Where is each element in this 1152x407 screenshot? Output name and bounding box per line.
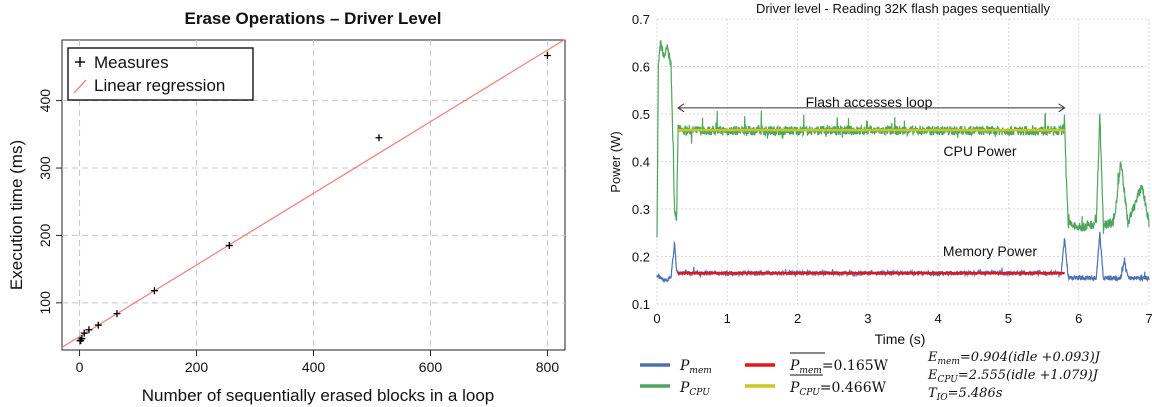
erase-chart: Erase Operations – Driver Level 0 200 400 6…: [7, 9, 566, 405]
erase-x-tick-label-400: 400: [302, 359, 326, 375]
legend-mean-cpu: PCPU=0.466W: [789, 380, 887, 398]
erase-legend-measures: Measures: [94, 53, 169, 72]
power-y-tick-label-0.6: 0.6: [632, 60, 650, 75]
power-x-tick-label-7: 7: [1145, 311, 1152, 326]
regression-line: [61, 38, 566, 348]
power-x-tick-label-0: 0: [653, 311, 660, 326]
loop-arrow-left-icon: [677, 103, 685, 113]
legend-e-mem: Emem=0.904(idle +0.093)J: [927, 350, 1101, 367]
erase-y-tick-label-300: 300: [37, 156, 53, 180]
erase-x-tick-label-200: 200: [185, 359, 209, 375]
measure-point: [150, 287, 158, 295]
measure-point: [375, 134, 383, 142]
erase-ticks: 0 200 400 600 800 100 200 300 400: [37, 89, 559, 375]
power-x-tick-label-5: 5: [1005, 311, 1012, 326]
power-y-axis-label: Power (W): [608, 131, 623, 192]
power-x-tick-label-1: 1: [724, 311, 731, 326]
power-annotations: Flash accesses loop CPU Power Memory Pow…: [677, 94, 1066, 259]
erase-y-tick-label-100: 100: [37, 291, 53, 315]
power-series: [656, 40, 1150, 283]
erase-legend-box: [67, 47, 254, 101]
measure-point: [543, 52, 551, 59]
power-x-tick-label-4: 4: [935, 311, 942, 326]
erase-legend: Measures Linear regression: [67, 47, 254, 101]
erase-x-tick-label-600: 600: [419, 359, 443, 375]
erase-points: [76, 52, 551, 345]
erase-x-tick-label-800: 800: [536, 359, 560, 375]
erase-x-tick-label-0: 0: [76, 359, 84, 375]
power-chart: Driver level - Reading 32K flash pages s…: [608, 1, 1152, 403]
power-ticks: 0 1 2 3 4 5 6 7 0.1 0.2 0.3 0.4 0.5 0.6 0.7: [632, 12, 1152, 326]
loop-label: Flash accesses loop: [806, 94, 933, 110]
erase-legend-regression: Linear regression: [94, 76, 225, 95]
measure-point: [85, 326, 93, 334]
memory-power-label: Memory Power: [943, 243, 1037, 259]
power-y-tick-label-0.3: 0.3: [632, 202, 650, 217]
measure-point: [94, 321, 102, 329]
power-y-tick-label-0.1: 0.1: [632, 297, 650, 312]
legend-mean-mem: Pmem=0.165W: [789, 358, 889, 376]
power-x-tick-label-2: 2: [794, 311, 801, 326]
measure-point: [113, 310, 121, 318]
power-y-tick-label-0.5: 0.5: [632, 107, 650, 122]
erase-y-tick-label-400: 400: [37, 89, 53, 113]
measure-point: [80, 329, 88, 337]
legend-line-icon: [73, 79, 87, 94]
power-x-tick-label-3: 3: [864, 311, 871, 326]
power-grid: [656, 18, 1150, 305]
legend-t-io: TIO=5.486s: [928, 386, 1003, 403]
power-chart-title: Driver level - Reading 32K flash pages s…: [756, 1, 1051, 16]
power-x-axis-label: Time (s): [875, 331, 926, 347]
power-y-tick-label-0.2: 0.2: [632, 250, 650, 265]
measure-point: [225, 242, 233, 250]
power-legend: Pmem PCPU Pmem=0.165W PCPU=0.466W Emem=0…: [640, 350, 1101, 403]
power-x-tick-label-6: 6: [1075, 311, 1082, 326]
erase-y-axis-label: Execution time (ms): [7, 140, 26, 290]
cpu-power-series: [656, 40, 1150, 238]
power-y-tick-label-0.7: 0.7: [632, 12, 650, 27]
erase-y-tick-label-200: 200: [37, 224, 53, 248]
legend-p-cpu: PCPU: [679, 380, 710, 398]
legend-p-mem: Pmem: [679, 358, 712, 376]
cpu-power-label: CPU Power: [943, 143, 1016, 159]
erase-regression: [61, 38, 566, 348]
erase-x-axis-label: Number of sequentially erased blocks in …: [142, 386, 494, 405]
erase-chart-title: Erase Operations – Driver Level: [184, 9, 441, 28]
loop-arrow-right-icon: [1058, 103, 1066, 113]
legend-plus-icon: [75, 57, 85, 67]
legend-e-cpu: ECPU=2.555(idle +1.079)J: [927, 368, 1099, 385]
power-y-tick-label-0.4: 0.4: [632, 155, 650, 170]
measure-point: [78, 335, 86, 343]
